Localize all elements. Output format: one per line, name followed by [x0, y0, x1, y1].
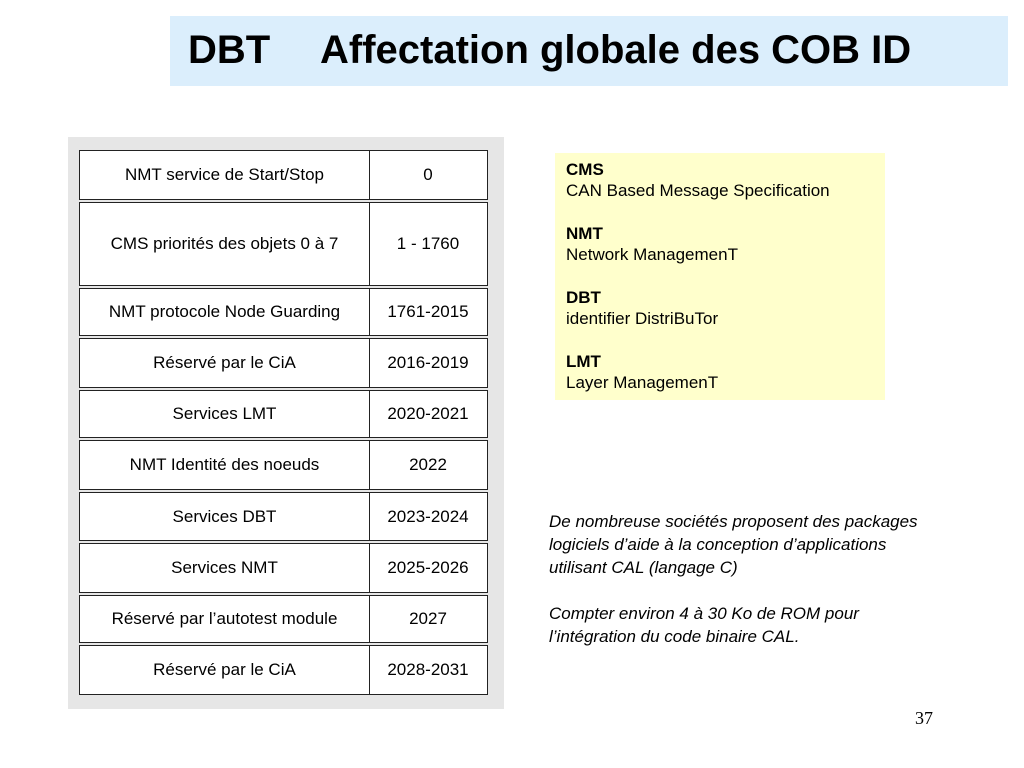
page-number: 37 [915, 708, 933, 728]
column-divider [369, 391, 370, 437]
column-divider [369, 289, 370, 335]
column-divider [369, 339, 370, 387]
table-row: Réservé par le CiA 2028-2031 [79, 645, 488, 695]
title-prefix: DBT [188, 28, 271, 72]
column-divider [369, 646, 370, 694]
cob-id-range: 2028-2031 [387, 660, 469, 679]
service-label: NMT Identité des noeuds [129, 455, 320, 474]
note-line: De nombreuse sociétés proposent des pack… [549, 512, 918, 531]
column-divider [369, 596, 370, 642]
legend-term: DBT [566, 288, 601, 307]
cob-id-range: 1 - 1760 [396, 234, 460, 253]
service-label: Réservé par le CiA [153, 353, 296, 372]
note-line: logiciels d’aide à la conception d’appli… [549, 535, 887, 554]
service-label: Réservé par le CiA [153, 660, 296, 679]
note-line: utilisant CAL (langage C) [549, 558, 738, 577]
service-label: CMS priorités des objets 0 à 7 [110, 234, 339, 253]
column-divider [369, 544, 370, 592]
cob-id-range: 2023-2024 [387, 506, 469, 526]
cob-id-range: 2020-2021 [387, 404, 469, 423]
notes-text: De nombreuse sociétés proposent des pack… [549, 510, 1009, 648]
service-label: Services NMT [171, 558, 278, 577]
legend-definition: Layer ManagemenT [566, 373, 719, 392]
note-line: Compter environ 4 à 30 Ko de ROM pour [549, 604, 859, 623]
service-label: NMT service de Start/Stop [124, 165, 325, 184]
cob-id-range: 0 [423, 165, 433, 184]
title-banner: DBT Affectation globale des COB ID [170, 16, 1008, 86]
cob-id-range: 2027 [409, 609, 447, 628]
legend-definition: CAN Based Message Specification [566, 181, 830, 200]
page-title: Affectation globale des COB ID [320, 28, 912, 72]
column-divider [369, 203, 370, 285]
table-row: Services LMT 2020-2021 [79, 390, 488, 438]
legend-term: NMT [566, 224, 603, 243]
table-row: Réservé par le CiA 2016-2019 [79, 338, 488, 388]
cob-id-range: 1761-2015 [387, 302, 469, 321]
table-row: Services DBT 2023-2024 [79, 492, 488, 541]
legend-definition: identifier DistriBuTor [566, 309, 719, 328]
cob-id-range: 2022 [409, 455, 447, 474]
service-label: NMT protocole Node Guarding [108, 302, 341, 321]
table-row: Réservé par l’autotest module 2027 [79, 595, 488, 643]
cob-id-range: 2025-2026 [387, 558, 469, 577]
legend-definition: Network ManagemenT [566, 245, 738, 264]
table-row: NMT protocole Node Guarding 1761-2015 [79, 288, 488, 336]
note-line: l’intégration du code binaire CAL. [549, 627, 800, 646]
column-divider [369, 151, 370, 199]
legend-term: LMT [566, 352, 601, 371]
table-row: NMT service de Start/Stop 0 [79, 150, 488, 200]
legend-term: CMS [566, 160, 604, 179]
table-row: CMS priorités des objets 0 à 7 1 - 1760 [79, 202, 488, 286]
service-label: Services LMT [172, 404, 277, 423]
service-label: Réservé par l’autotest module [111, 609, 338, 628]
cob-id-range: 2016-2019 [387, 353, 469, 372]
table-row: NMT Identité des noeuds 2022 [79, 440, 488, 490]
service-label: Services DBT [172, 506, 277, 526]
acronym-legend: CMS CAN Based Message Specification NMT … [555, 153, 885, 400]
column-divider [369, 493, 370, 540]
table-row: Services NMT 2025-2026 [79, 543, 488, 593]
column-divider [369, 441, 370, 489]
